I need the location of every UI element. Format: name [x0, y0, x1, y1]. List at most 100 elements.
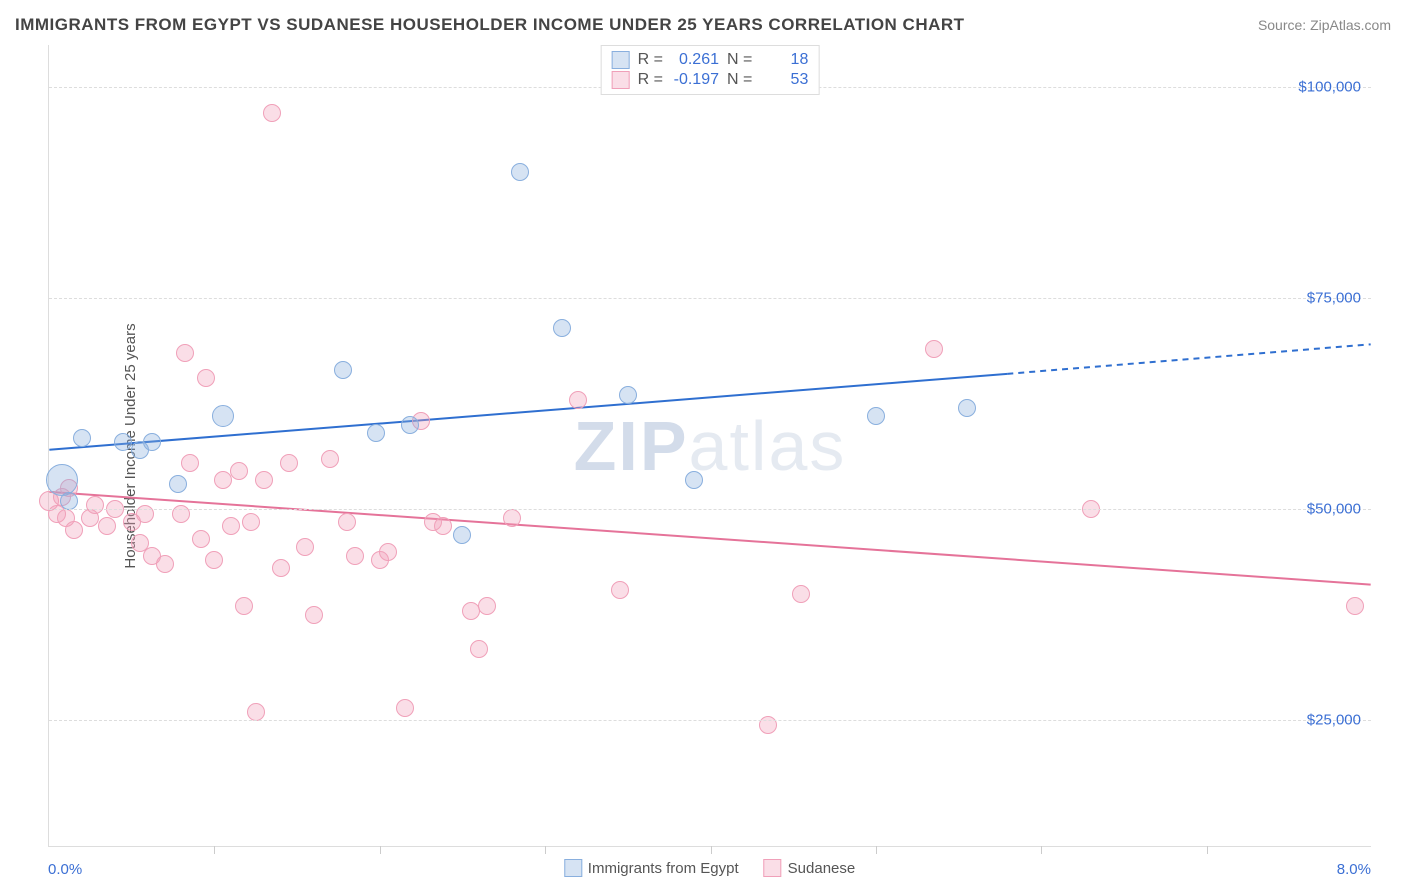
x-axis-row: 0.0% Immigrants from Egypt Sudanese 8.0% — [48, 857, 1371, 887]
n-label: N = — [727, 51, 752, 69]
point-egypt — [553, 319, 571, 337]
point-egypt — [511, 163, 529, 181]
y-tick-label: $100,000 — [1298, 79, 1361, 96]
point-sudanese — [792, 585, 810, 603]
x-tick — [711, 846, 712, 854]
point-sudanese — [136, 505, 154, 523]
swatch-sudanese — [764, 859, 782, 877]
point-sudanese — [263, 104, 281, 122]
legend-item-egypt: Immigrants from Egypt — [564, 859, 739, 877]
chart-title: IMMIGRANTS FROM EGYPT VS SUDANESE HOUSEH… — [15, 15, 965, 35]
point-sudanese — [305, 606, 323, 624]
x-tick — [214, 846, 215, 854]
point-sudanese — [230, 462, 248, 480]
correlation-legend: R = 0.261 N = 18 R = -0.197 N = 53 — [601, 45, 820, 95]
point-sudanese — [205, 551, 223, 569]
chart-container: IMMIGRANTS FROM EGYPT VS SUDANESE HOUSEH… — [0, 0, 1406, 892]
point-sudanese — [280, 454, 298, 472]
point-sudanese — [247, 703, 265, 721]
point-egypt — [60, 492, 78, 510]
point-egypt — [114, 433, 132, 451]
point-sudanese — [611, 581, 629, 599]
point-sudanese — [759, 716, 777, 734]
point-sudanese — [478, 597, 496, 615]
point-egypt — [958, 399, 976, 417]
point-sudanese — [222, 517, 240, 535]
point-sudanese — [214, 471, 232, 489]
point-sudanese — [255, 471, 273, 489]
y-tick-label: $25,000 — [1307, 712, 1361, 729]
point-sudanese — [396, 699, 414, 717]
source-label: Source: ZipAtlas.com — [1258, 17, 1391, 33]
point-sudanese — [338, 513, 356, 531]
bottom-legend: Immigrants from Egypt Sudanese — [564, 859, 855, 877]
point-egypt — [401, 416, 419, 434]
point-sudanese — [176, 344, 194, 362]
point-sudanese — [272, 559, 290, 577]
point-sudanese — [321, 450, 339, 468]
x-min-label: 0.0% — [48, 861, 82, 878]
point-egypt — [169, 475, 187, 493]
y-tick-label: $50,000 — [1307, 501, 1361, 518]
n-value: 53 — [760, 71, 808, 89]
r-value: 0.261 — [671, 51, 719, 69]
point-egypt — [334, 361, 352, 379]
point-sudanese — [569, 391, 587, 409]
point-sudanese — [86, 496, 104, 514]
point-egypt — [367, 424, 385, 442]
trend-line-sudanese — [49, 492, 1370, 585]
point-egypt — [46, 464, 78, 496]
point-egypt — [212, 405, 234, 427]
trend-lines — [49, 45, 1371, 846]
x-tick — [545, 846, 546, 854]
point-sudanese — [65, 521, 83, 539]
point-egypt — [131, 441, 149, 459]
point-sudanese — [181, 454, 199, 472]
point-sudanese — [503, 509, 521, 527]
n-value: 18 — [760, 51, 808, 69]
gridline — [49, 720, 1371, 721]
x-tick — [1207, 846, 1208, 854]
point-sudanese — [1346, 597, 1364, 615]
header: IMMIGRANTS FROM EGYPT VS SUDANESE HOUSEH… — [15, 10, 1391, 40]
y-tick-label: $75,000 — [1307, 290, 1361, 307]
legend-item-sudanese: Sudanese — [764, 859, 856, 877]
x-max-label: 8.0% — [1337, 861, 1371, 878]
plot-area: R = 0.261 N = 18 R = -0.197 N = 53 ZIPat… — [48, 45, 1371, 847]
trend-line-egypt — [49, 374, 1007, 450]
point-egypt — [867, 407, 885, 425]
point-sudanese — [462, 602, 480, 620]
trend-line-extension — [1007, 344, 1370, 374]
point-egypt — [685, 471, 703, 489]
swatch-egypt — [612, 51, 630, 69]
point-sudanese — [470, 640, 488, 658]
point-sudanese — [156, 555, 174, 573]
point-sudanese — [98, 517, 116, 535]
r-label: R = — [638, 51, 663, 69]
point-egypt — [619, 386, 637, 404]
x-tick — [380, 846, 381, 854]
point-sudanese — [434, 517, 452, 535]
swatch-sudanese — [612, 71, 630, 89]
gridline — [49, 509, 1371, 510]
x-tick — [876, 846, 877, 854]
point-sudanese — [346, 547, 364, 565]
swatch-egypt — [564, 859, 582, 877]
point-sudanese — [235, 597, 253, 615]
point-sudanese — [197, 369, 215, 387]
point-sudanese — [172, 505, 190, 523]
point-egypt — [453, 526, 471, 544]
correlation-row-egypt: R = 0.261 N = 18 — [612, 50, 809, 70]
point-egypt — [73, 429, 91, 447]
legend-label: Immigrants from Egypt — [588, 860, 739, 877]
legend-label: Sudanese — [788, 860, 856, 877]
gridline — [49, 298, 1371, 299]
plot — [49, 45, 1371, 846]
x-tick — [1041, 846, 1042, 854]
correlation-row-sudanese: R = -0.197 N = 53 — [612, 70, 809, 90]
r-value: -0.197 — [671, 71, 719, 89]
point-sudanese — [925, 340, 943, 358]
point-sudanese — [192, 530, 210, 548]
r-label: R = — [638, 71, 663, 89]
point-sudanese — [242, 513, 260, 531]
